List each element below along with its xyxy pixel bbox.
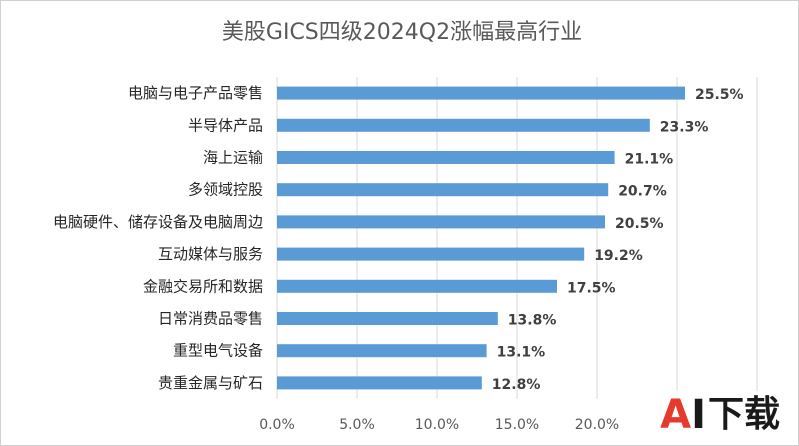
category-labels: 电脑与电子产品零售半导体产品海上运输多领域控股电脑硬件、储存设备及电脑周边互动媒… [53,84,263,392]
value-label: 25.5% [695,87,744,103]
category-label: 金融交易所和数据 [143,277,263,295]
watermark-logo: A I 下载 [656,391,784,439]
category-label: 电脑与电子产品零售 [128,84,263,102]
bar [277,86,685,100]
bar [277,312,498,325]
value-label: 13.8% [508,313,557,329]
bars [277,86,685,390]
watermark-text: 下载 [707,394,780,435]
bar [277,344,487,358]
value-label: 20.5% [615,216,664,232]
x-tick-label: 20.0% [575,417,619,433]
category-label: 重型电气设备 [173,342,263,360]
x-tick-label: 15.0% [495,417,539,433]
value-label: 19.2% [594,248,643,264]
value-label: 20.7% [618,184,667,200]
category-label: 电脑硬件、储存设备及电脑周边 [53,213,263,231]
watermark-a: A [660,392,692,438]
category-label: 海上运输 [203,149,263,167]
category-label: 半导体产品 [188,116,263,134]
value-label: 12.8% [492,377,541,393]
value-label: 23.3% [660,119,709,135]
bar [277,183,609,197]
category-label: 日常消费品零售 [158,310,263,328]
category-label: 互动媒体与服务 [158,245,263,263]
bar [277,279,557,293]
category-label: 贵重金属与矿石 [158,374,263,392]
chart-title: 美股GICS四级2024Q2涨幅最高行业 [222,20,582,45]
value-label: 17.5% [567,280,616,296]
x-tick-label: 10.0% [415,417,459,433]
category-label: 多领域控股 [188,181,263,199]
bar [277,215,605,229]
bar [277,247,585,261]
x-tick-label: 5.0% [339,417,375,433]
bar [277,376,482,390]
watermark-i: I [691,392,706,438]
bar [277,151,615,164]
bar [277,118,650,132]
value-label: 21.1% [625,152,674,168]
x-tick-label: 0.0% [259,417,295,433]
x-tick-labels: 0.0% 5.0% 10.0% 15.0% 20.0% [259,417,619,433]
value-label: 13.1% [497,345,546,361]
value-labels: 25.5% 23.3% 21.1% 20.7% 20.5% 19.2% 17.5% 13.8%… [492,87,744,393]
